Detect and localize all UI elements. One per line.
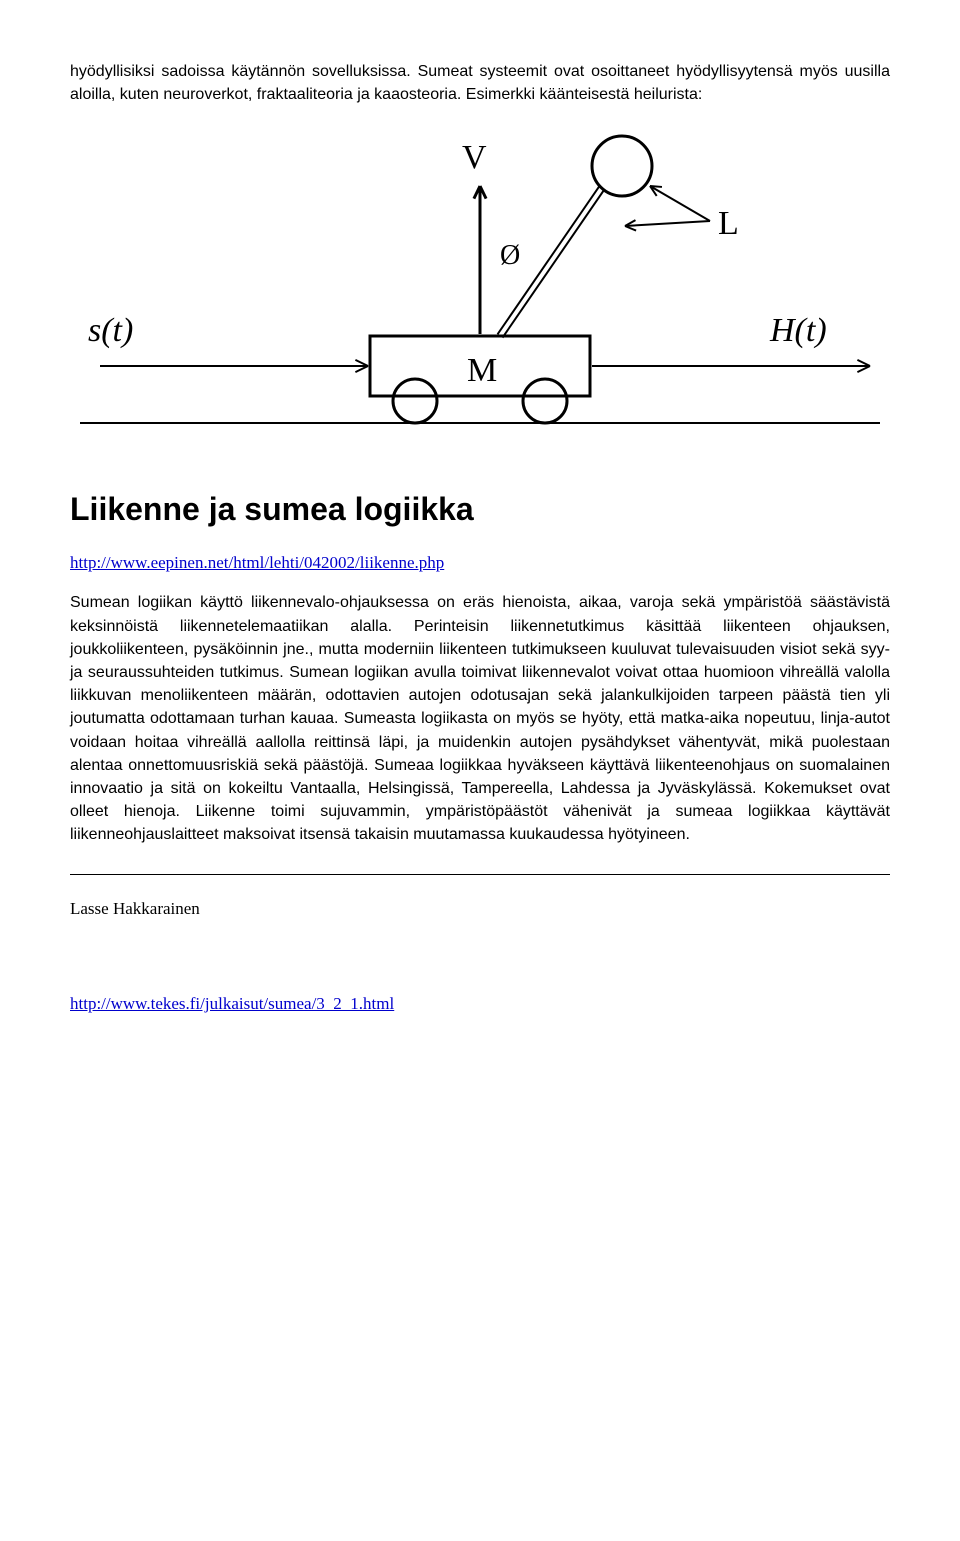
svg-text:V: V (462, 139, 487, 176)
svg-text:L: L (718, 205, 739, 242)
section-title: Liikenne ja sumea logiikka (70, 486, 890, 532)
svg-text:s(t): s(t) (88, 312, 133, 349)
inverted-pendulum-diagram: V L Øs(t) M H(t) (70, 126, 890, 446)
footer-link[interactable]: http://www.tekes.fi/julkaisut/sumea/3_2_… (70, 994, 394, 1013)
footer-link-wrap: http://www.tekes.fi/julkaisut/sumea/3_2_… (70, 992, 890, 1017)
svg-text:H(t): H(t) (769, 312, 827, 349)
body-paragraph: Sumean logiikan käyttö liikennevalo-ohja… (70, 591, 890, 846)
svg-text:Ø: Ø (500, 240, 520, 271)
author-name: Lasse Hakkarainen (70, 897, 890, 922)
section-link-wrap: http://www.eepinen.net/html/lehti/042002… (70, 551, 890, 576)
section-link[interactable]: http://www.eepinen.net/html/lehti/042002… (70, 553, 444, 572)
horizontal-rule (70, 874, 890, 875)
svg-text:M: M (467, 352, 497, 389)
intro-paragraph: hyödyllisiksi sadoissa käytännön sovellu… (70, 60, 890, 106)
